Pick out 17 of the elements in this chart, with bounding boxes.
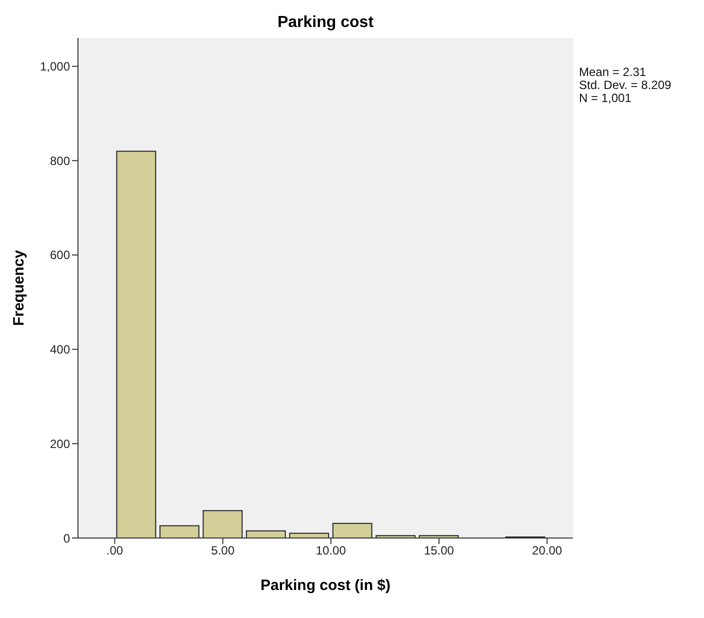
x-tick-label: 15.00 — [424, 544, 454, 558]
x-tick-label: 20.00 — [532, 544, 562, 558]
y-axis-title: Frequency — [10, 249, 28, 326]
y-tick-label: 0 — [63, 531, 70, 546]
x-tick-label: .00 — [106, 544, 124, 558]
chart-title: Parking cost — [276, 14, 375, 32]
y-tick-label: 1,000 — [40, 60, 70, 74]
y-tick-label: 600 — [50, 248, 70, 262]
text: N = 1,001 — [579, 91, 632, 105]
x-tick-label: 10.00 — [316, 544, 346, 558]
text: Mean = 2.31 — [579, 65, 648, 79]
text: Std. Dev. = 8.209 — [579, 78, 672, 92]
x-axis-title: Parking cost (in $) — [260, 577, 391, 594]
x-tick-label: 5.00 — [211, 544, 235, 558]
y-tick-label: 400 — [50, 342, 70, 357]
y-tick-label: 800 — [50, 154, 70, 168]
y-tick-label: 200 — [50, 436, 70, 451]
